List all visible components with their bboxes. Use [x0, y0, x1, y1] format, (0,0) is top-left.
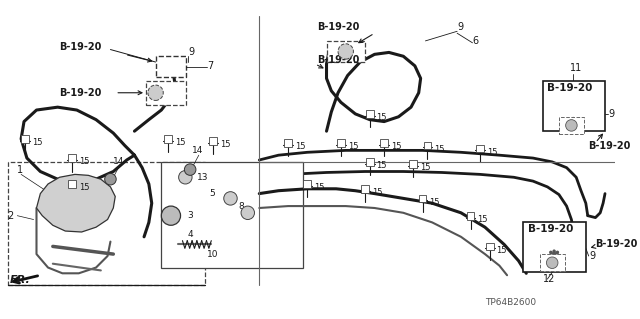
Bar: [424, 142, 431, 149]
Text: 10: 10: [207, 249, 218, 259]
Text: 15: 15: [376, 113, 387, 122]
Text: 15: 15: [32, 138, 42, 147]
Bar: [68, 180, 76, 188]
Text: 14: 14: [192, 146, 204, 155]
Text: 13: 13: [197, 173, 209, 182]
Bar: [380, 139, 388, 146]
Bar: [164, 135, 172, 143]
Text: 6: 6: [472, 36, 479, 46]
Text: B-19-20: B-19-20: [588, 141, 630, 151]
Text: 15: 15: [497, 246, 507, 255]
Text: 12: 12: [543, 274, 555, 284]
Bar: [326, 41, 365, 62]
Bar: [419, 195, 426, 202]
Text: 15: 15: [295, 142, 305, 151]
Bar: [209, 137, 217, 145]
Text: 15: 15: [429, 198, 440, 207]
Bar: [156, 56, 186, 78]
Text: 2: 2: [8, 211, 14, 221]
Bar: [361, 185, 369, 193]
Bar: [284, 139, 292, 146]
Circle shape: [241, 206, 255, 219]
Bar: [68, 154, 76, 162]
Bar: [21, 135, 29, 143]
Text: B-19-20: B-19-20: [528, 224, 573, 234]
Bar: [146, 81, 186, 105]
Bar: [337, 139, 345, 146]
Circle shape: [148, 85, 163, 100]
Text: 15: 15: [376, 161, 387, 170]
Text: 15: 15: [79, 183, 89, 192]
Circle shape: [547, 257, 558, 269]
Text: 15: 15: [487, 148, 497, 157]
Text: 15: 15: [314, 183, 324, 192]
Text: 15: 15: [477, 215, 488, 224]
Text: 4: 4: [188, 230, 193, 239]
Circle shape: [179, 171, 192, 184]
Text: 15: 15: [175, 138, 186, 147]
Bar: [409, 160, 417, 168]
Text: FR.: FR.: [10, 275, 30, 285]
Text: 9: 9: [188, 48, 195, 57]
Text: 9: 9: [457, 22, 463, 33]
Text: 11: 11: [570, 63, 582, 73]
Text: 15: 15: [434, 145, 445, 154]
Bar: [467, 212, 474, 219]
Circle shape: [224, 192, 237, 205]
Text: 3: 3: [188, 211, 193, 220]
Text: 15: 15: [391, 142, 401, 151]
Text: B-19-20: B-19-20: [60, 42, 102, 52]
Text: B-19-20: B-19-20: [547, 83, 593, 93]
Text: 1: 1: [17, 165, 24, 174]
Text: B-19-20: B-19-20: [317, 22, 359, 33]
Text: 15: 15: [348, 142, 358, 151]
Bar: [540, 254, 564, 271]
Circle shape: [184, 164, 196, 175]
Bar: [543, 81, 605, 131]
Bar: [366, 110, 374, 118]
Circle shape: [105, 174, 116, 185]
Bar: [476, 145, 484, 152]
Bar: [8, 162, 205, 285]
Circle shape: [338, 44, 353, 59]
Circle shape: [161, 206, 180, 225]
Text: 15: 15: [220, 140, 230, 149]
Text: 15: 15: [79, 157, 89, 167]
Text: 15: 15: [372, 188, 382, 197]
Text: 5: 5: [209, 189, 215, 198]
Text: 14: 14: [113, 157, 125, 167]
Text: 9: 9: [608, 109, 614, 119]
Text: TP64B2600: TP64B2600: [485, 298, 536, 307]
Bar: [524, 222, 586, 272]
Text: B-19-20: B-19-20: [60, 88, 102, 98]
Text: 15: 15: [420, 163, 430, 172]
Bar: [303, 180, 311, 188]
Circle shape: [566, 120, 577, 131]
Text: 7: 7: [207, 61, 214, 71]
Bar: [366, 158, 374, 166]
Text: B-19-20: B-19-20: [595, 240, 638, 249]
Bar: [559, 117, 584, 134]
Bar: [486, 242, 493, 250]
Bar: [161, 162, 303, 268]
Text: 8: 8: [238, 202, 244, 211]
Polygon shape: [36, 174, 115, 232]
Text: 9: 9: [589, 251, 596, 261]
Text: B-19-20: B-19-20: [317, 55, 359, 65]
